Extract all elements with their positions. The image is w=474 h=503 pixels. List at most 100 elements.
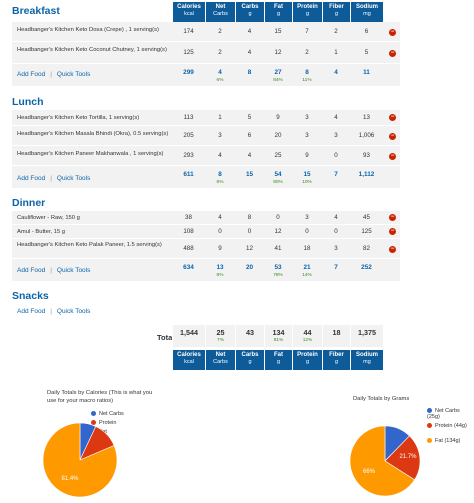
total-calories: 634 (183, 264, 194, 271)
add-food-link[interactable]: Add Food (17, 71, 46, 78)
add-food-link[interactable]: Add Food (17, 267, 46, 274)
food-row[interactable]: Headbanger's Kitchen Keto Tortilla, 1 se… (12, 110, 400, 126)
add-food-link[interactable]: Add Food (17, 175, 46, 182)
cell-carbs: 6 (247, 132, 252, 139)
pie-label-protein: 21.7% (399, 454, 417, 460)
delete-icon[interactable]: − (389, 153, 396, 160)
totals-label: Totals (157, 333, 179, 342)
food-row[interactable]: Headbanger's Kitchen Paneer Makhanwala ,… (12, 146, 400, 166)
food-name[interactable]: Headbanger's Kitchen Paneer Makhanwala ,… (17, 151, 164, 157)
header-fiber: Fiber g (322, 350, 350, 370)
delete-icon[interactable]: − (389, 228, 396, 235)
food-name[interactable]: Cauliflower - Raw, 150 g (17, 215, 80, 221)
header-net-carbs: Net Carbs (205, 2, 235, 22)
meal-totals-breakfast: Add Food | Quick Tools 299 4 6% 8 27 84% 8… (12, 64, 400, 86)
quick-tools-link[interactable]: Quick Tools (56, 71, 91, 78)
cell-fiber: 3 (334, 132, 338, 139)
total-carbs: 20 (245, 264, 254, 271)
quick-tools-link[interactable]: Quick Tools (56, 308, 91, 315)
header-fat: Fat g (264, 350, 292, 370)
cell-calories: 205 (183, 132, 194, 139)
pie-slice-protein (384, 435, 421, 481)
cell-sodium: 13 (363, 114, 370, 121)
food-name[interactable]: Amul - Butter, 15 g (17, 229, 66, 235)
cell-calories: 108 (183, 228, 194, 235)
food-name[interactable]: Headbanger's Kitchen Keto Coconut Chutne… (17, 47, 167, 53)
cell-fat: 12 (274, 228, 282, 235)
link-separator: | (50, 308, 52, 315)
food-name[interactable]: Headbanger's Kitchen Keto Palak Paneer, … (17, 242, 162, 248)
cell-fiber: 3 (334, 245, 338, 252)
delete-icon[interactable]: − (389, 246, 396, 253)
food-name[interactable]: Headbanger's Kitchen Keto Tortilla, 1 se… (17, 115, 140, 121)
delete-icon[interactable]: − (389, 133, 396, 140)
header-calories: Calories kcal (172, 2, 205, 22)
cell-calories: 174 (183, 28, 194, 35)
pct-fat: 84% (273, 78, 283, 83)
total-calories: 299 (183, 69, 194, 76)
cell-sodium: 5 (364, 49, 369, 56)
meal-title-snacks: Snacks (12, 290, 49, 302)
cell-fat: 0 (276, 214, 280, 221)
header-net-carbs: Net Carbs (205, 350, 235, 370)
quick-tools-link[interactable]: Quick Tools (56, 175, 91, 182)
total-sodium: 11 (363, 69, 370, 76)
cell-fat: 9 (276, 114, 280, 121)
cell-protein: 9 (305, 152, 309, 159)
cell-sodium: 125 (361, 228, 372, 235)
pct-fat: 78% (273, 273, 283, 278)
pct-protein: 11% (302, 78, 312, 83)
cell-sodium: 93 (363, 152, 370, 159)
food-row[interactable]: Headbanger's Kitchen Keto Dosa (Crepe) ,… (12, 22, 400, 42)
food-row[interactable]: Cauliflower - Raw, 150 g 38 4 8 0 3 4 45 (12, 211, 400, 225)
food-row[interactable]: Headbanger's Kitchen Keto Coconut Chutne… (12, 42, 400, 64)
total-calories: 611 (183, 171, 194, 178)
cell-fiber: 2 (334, 28, 338, 35)
cell-fat: 20 (274, 132, 282, 139)
quick-tools-link[interactable]: Quick Tools (56, 267, 91, 274)
link-separator: | (50, 175, 52, 182)
cell-fiber: 4 (334, 114, 338, 121)
grand-total-protein: 44 12% (292, 325, 322, 347)
cell-net-carbs: 9 (218, 245, 222, 252)
cell-net-carbs: 4 (218, 214, 222, 221)
add-food-link[interactable]: Add Food (17, 308, 46, 315)
meal-title-lunch: Lunch (12, 96, 44, 108)
pie-slice-fat (42, 422, 118, 498)
cell-carbs: 4 (247, 28, 252, 35)
grand-totals-row: Totals 1,544 25 7% 43 134 81% 44 12% 18 1,3… (12, 325, 400, 347)
pie-calories-title: Daily Totals by Calories (This is what y… (47, 390, 153, 404)
cell-protein: 0 (305, 228, 309, 235)
pie-chart-grams: 21.7% 66% (349, 425, 421, 497)
header-sodium: Sodium mg (350, 350, 383, 370)
food-name[interactable]: Headbanger's Kitchen Masala Bhindi (Okra… (17, 131, 169, 137)
grand-total-sodium: 1,375 (350, 325, 383, 347)
cell-carbs: 8 (247, 214, 252, 221)
delete-icon[interactable]: − (389, 214, 396, 221)
cell-calories: 293 (183, 152, 194, 159)
total-net-carbs: 13 (216, 264, 224, 271)
food-row[interactable]: Headbanger's Kitchen Masala Bhindi (Okra… (12, 126, 400, 146)
delete-icon[interactable]: − (389, 114, 396, 121)
header-fat: Fat g (264, 2, 292, 22)
grand-total-carbs: 43 (235, 325, 264, 347)
cell-sodium: 82 (363, 245, 370, 252)
cell-fiber: 0 (334, 152, 338, 159)
total-fiber: 7 (334, 171, 338, 178)
header-carbs: Carbs g (235, 2, 264, 22)
total-sodium: 252 (361, 264, 372, 271)
grand-total-net-carbs: 25 7% (205, 325, 235, 347)
cell-sodium: 45 (363, 214, 370, 221)
cell-carbs: 0 (247, 228, 252, 235)
total-sodium: 1,112 (358, 171, 375, 178)
delete-icon[interactable]: − (389, 50, 396, 57)
food-row[interactable]: Headbanger's Kitchen Keto Palak Paneer, … (12, 239, 400, 259)
cell-sodium: 1,006 (358, 132, 375, 139)
total-fiber: 4 (334, 69, 338, 76)
cell-protein: 2 (305, 49, 309, 56)
food-row[interactable]: Amul - Butter, 15 g 108 0 0 12 0 0 125 (12, 225, 400, 239)
food-name[interactable]: Headbanger's Kitchen Keto Dosa (Crepe) ,… (17, 27, 159, 33)
delete-icon[interactable]: − (389, 29, 396, 36)
pie-slice-fat (349, 425, 415, 497)
cell-protein: 3 (305, 114, 309, 121)
